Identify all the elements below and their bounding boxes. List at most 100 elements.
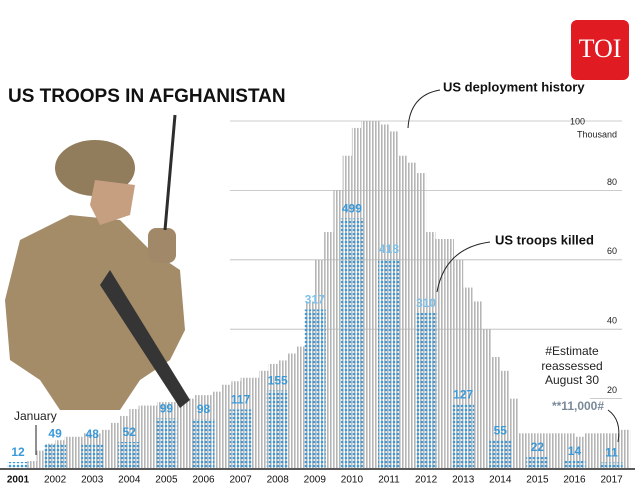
- deployment-bar: [574, 436, 584, 468]
- deployment-bar: [110, 422, 121, 468]
- deployment-bar: [64, 436, 74, 468]
- y-tick-label: 80: [607, 177, 617, 187]
- killed-dots: [266, 390, 289, 468]
- january-note: January: [14, 409, 57, 423]
- logo: TOI: [579, 34, 622, 63]
- killed-label: 14: [568, 444, 582, 458]
- killed-dots: [452, 404, 475, 468]
- killed-dots: [44, 443, 67, 468]
- deployment-bar: [27, 461, 37, 468]
- killed-label: 127: [453, 388, 473, 402]
- deployment-bar: [518, 433, 529, 468]
- x-tick-label: 2011: [378, 475, 400, 486]
- deployment-bar: [101, 429, 111, 468]
- deployment-bar: [398, 155, 408, 468]
- deployment-bar: [129, 409, 139, 468]
- deployment-bar: [546, 433, 556, 468]
- killed-dots: [340, 218, 363, 468]
- logo-box: [571, 20, 629, 80]
- deployment-bar: [370, 121, 380, 468]
- chart-title: US TROOPS IN AFGHANISTAN: [8, 86, 286, 107]
- x-tick-label: 2001: [7, 475, 30, 486]
- deployment-bar: [286, 353, 297, 468]
- y-axis-unit: Thousand: [577, 129, 617, 139]
- x-tick-label: 2005: [155, 475, 178, 486]
- killed-label: 52: [123, 425, 137, 439]
- annotation-arrow: [436, 241, 491, 293]
- deployment-bar: [537, 433, 547, 468]
- deployment-bar: [138, 405, 148, 468]
- deployment-bar: [73, 436, 83, 468]
- y-tick-label: 40: [607, 316, 617, 326]
- deployment-bar: [453, 259, 464, 468]
- estimate-note: reassessed: [541, 359, 602, 373]
- killed-label: 49: [48, 427, 62, 441]
- killed-label: 11: [605, 446, 618, 460]
- deployment-bar: [620, 429, 631, 468]
- x-tick-label: 2012: [415, 475, 438, 486]
- deployment-bar: [555, 433, 566, 468]
- x-tick-label: 2014: [489, 475, 512, 486]
- killed-dots: [229, 409, 252, 468]
- deployment-bar: [212, 391, 223, 468]
- deployment-bar: [500, 370, 510, 468]
- x-tick-label: 2010: [341, 475, 364, 486]
- estimate-note: August 30: [545, 373, 599, 387]
- deployment-bar: [184, 398, 195, 468]
- deployment-bar: [147, 405, 158, 468]
- x-tick-label: 2013: [452, 475, 475, 486]
- killed-label: 310: [416, 296, 436, 310]
- y-tick-label: 60: [607, 246, 617, 256]
- killed-dots: [563, 461, 586, 468]
- deployment-bar: [36, 450, 46, 468]
- x-tick-label: 2004: [118, 475, 141, 486]
- killed-dots: [7, 462, 29, 468]
- x-tick-label: 2003: [81, 475, 104, 486]
- x-tick-label: 2008: [267, 475, 290, 486]
- killed-label: 98: [197, 402, 211, 416]
- estimate-value: **11,000#: [552, 399, 604, 413]
- x-tick-label: 2017: [600, 475, 623, 486]
- deployment-bar: [435, 238, 445, 468]
- killed-dots: [489, 440, 512, 468]
- killed-label: 22: [531, 440, 545, 454]
- deployment-bar: [296, 346, 306, 468]
- killed-dots: [415, 313, 438, 468]
- killed-label: 99: [160, 402, 174, 416]
- deployment-bar: [611, 433, 621, 468]
- deployment-bar: [444, 238, 454, 468]
- deployment-bar: [565, 433, 575, 468]
- soldier-illustration: [5, 114, 190, 410]
- deployment-bar: [481, 329, 492, 468]
- x-tick-label: 2015: [526, 475, 549, 486]
- annotation-arrow: [607, 409, 620, 443]
- deployment-bar: [259, 370, 269, 468]
- deployment-bar: [463, 287, 473, 468]
- x-tick-label: 2006: [192, 475, 215, 486]
- killed-label: 317: [305, 293, 325, 307]
- deployment-bar: [249, 377, 260, 468]
- killed-label: 12: [11, 445, 25, 459]
- deployment-bar: [324, 232, 334, 468]
- deployment-bar: [472, 301, 482, 468]
- killed-dots: [118, 442, 141, 468]
- killed-dots: [600, 462, 623, 468]
- killed-label: 117: [231, 393, 251, 407]
- x-tick-label: 2009: [304, 475, 327, 486]
- killed-label: 48: [86, 427, 100, 441]
- deployment-bar: [491, 356, 501, 468]
- deployment-bar: [222, 384, 232, 468]
- killed-label: 499: [342, 202, 362, 216]
- deployment-bar: [120, 415, 130, 468]
- killed-label: 418: [379, 242, 399, 256]
- x-tick-label: 2007: [229, 475, 252, 486]
- killed-dots: [155, 418, 178, 468]
- deployment-bar: [361, 121, 371, 468]
- deployment-bar: [583, 433, 594, 468]
- killed-label: 55: [494, 424, 508, 438]
- killed-label: 155: [268, 374, 288, 388]
- killed-dots: [526, 457, 549, 468]
- killed-dots: [378, 259, 400, 468]
- estimate-note: #Estimate: [545, 344, 599, 358]
